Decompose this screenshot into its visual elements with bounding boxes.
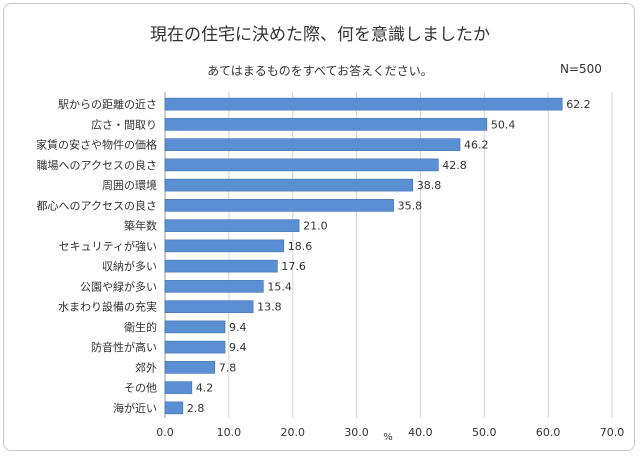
x-axis-ticks: 0.0 10.0 20.0 30.0 40.0 50.0 60.0 70.0 [156,426,624,439]
bar [164,280,264,293]
value-label: 9.4 [229,321,247,334]
bar [164,138,461,151]
category-label: 職場へのアクセスの良さ [37,158,157,172]
bar [164,219,300,232]
bar [164,178,414,192]
bar [164,97,563,111]
value-label: 38.8 [417,179,442,192]
x-tick-label: 40.0 [408,426,433,439]
value-label: 13.8 [257,301,282,314]
category-label: 防音性が高い [91,340,157,354]
bar [164,340,226,354]
category-label: 公園や緑が多い [80,279,157,293]
value-label: 42.8 [442,159,467,172]
value-label: 46.2 [464,139,489,152]
bars [164,97,563,415]
value-label: 4.2 [196,382,214,395]
category-label: 収納が多い [102,259,157,273]
x-tick-label: 20.0 [280,426,305,439]
x-tick-label: 10.0 [217,426,242,439]
category-label: 都心へのアクセスの良さ [37,198,157,212]
category-label: 広さ・間取り [91,118,157,131]
bar [164,158,439,172]
value-label: 62.2 [566,98,591,111]
category-label: 築年数 [124,219,157,233]
x-tick-label: 50.0 [472,426,497,439]
bar [164,118,488,131]
x-tick-label: 60.0 [536,426,561,439]
value-label: 2.8 [187,402,205,415]
bar [164,300,254,313]
x-tick-label: 70.0 [600,426,625,439]
chart-title: 現在の住宅に決めた際、何を意識しましたか [150,25,490,45]
bar [164,239,285,253]
category-label: 衛生的 [124,320,157,334]
category-label: その他 [124,382,157,395]
chart-subtitle: あてはまるものをすべてお答えください。 [207,64,433,78]
value-label: 17.6 [281,260,306,273]
category-label: 家賃の安さや物件の価格 [36,138,157,152]
sample-size-label: N=500 [560,62,602,76]
x-axis-unit-label: % [383,432,393,443]
category-label: 周囲の環境 [102,178,157,192]
value-label: 50.4 [491,118,515,131]
value-labels: 62.2 50.446.2 42.838.8 35.8 21.0 18.6 17.6 15.4… [187,98,591,415]
bar [164,361,216,374]
value-label: 7.8 [219,361,237,374]
value-label: 15.4 [267,280,292,293]
value-label: 35.8 [398,199,423,212]
category-label: 駅からの距離の近さ [58,97,157,111]
value-label: 9.4 [229,341,247,354]
bar [164,381,193,394]
category-label: 海が近い [113,401,157,415]
value-label: 18.6 [288,240,313,253]
chart-frame [3,3,635,451]
x-tick-label: 0.0 [156,426,174,439]
bar [164,401,184,415]
category-label: セキュリティが強い [59,239,157,253]
category-labels: 駅からの距離の近さ広さ・間取り家賃の安さや物件の価格職場へのアクセスの良さ周囲の… [36,97,157,415]
bar [164,320,226,334]
value-label: 21.0 [303,220,328,233]
x-tick-label: 30.0 [344,426,369,439]
bar [164,259,278,273]
bar [164,199,394,212]
category-label: 水まわり設備の充実 [58,300,157,314]
category-label: 郊外 [135,361,157,374]
